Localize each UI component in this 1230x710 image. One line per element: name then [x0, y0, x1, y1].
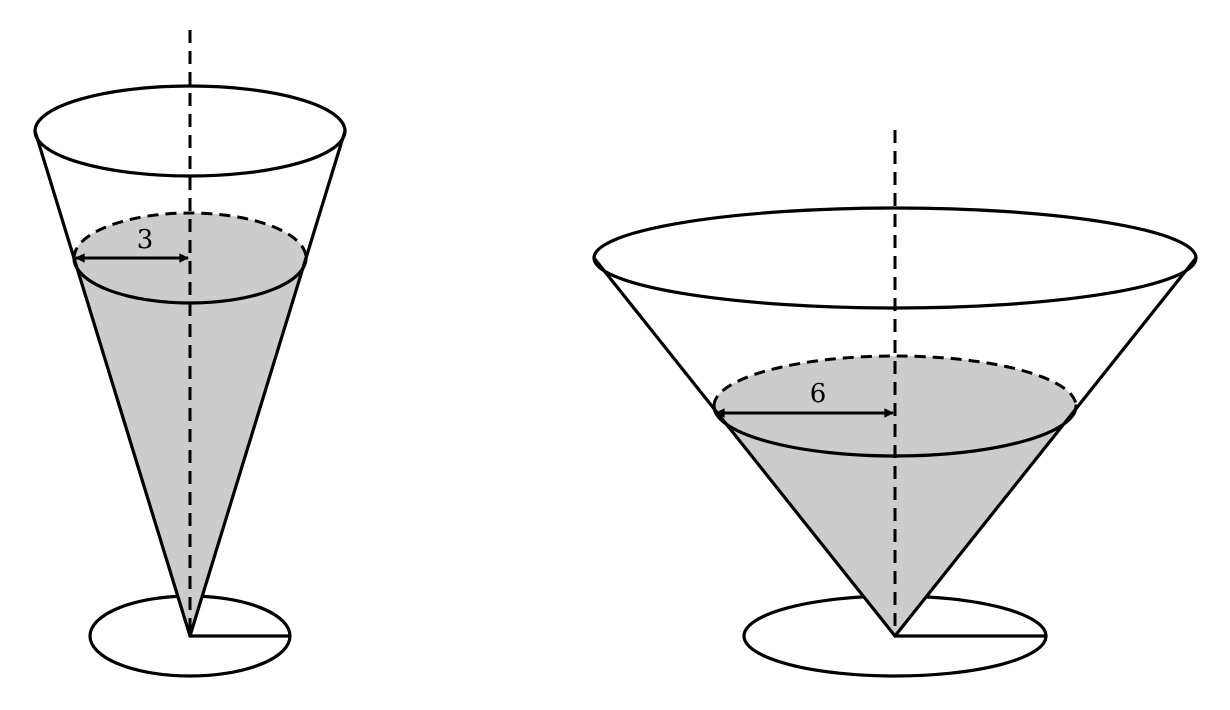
- narrow-cone-water-surface: [74, 213, 306, 303]
- wide-cone-radius-label: 6: [810, 379, 827, 409]
- narrow-cone-rim: [33, 84, 347, 178]
- wide-cone-right-side: [893, 256, 1198, 638]
- wide-cone: 6: [592, 130, 1198, 678]
- narrow-cone-radius-label: 3: [137, 225, 154, 255]
- narrow-cone: 3: [33, 30, 347, 678]
- narrow-cone-right-side: [188, 129, 347, 638]
- wide-cone-left-side: [592, 256, 897, 638]
- narrow-cone-water: [74, 213, 306, 636]
- narrow-cone-water-back-edge: [72, 211, 308, 259]
- narrow-cone-water-front-edge: [72, 256, 308, 305]
- narrow-cone-left-side: [33, 129, 192, 638]
